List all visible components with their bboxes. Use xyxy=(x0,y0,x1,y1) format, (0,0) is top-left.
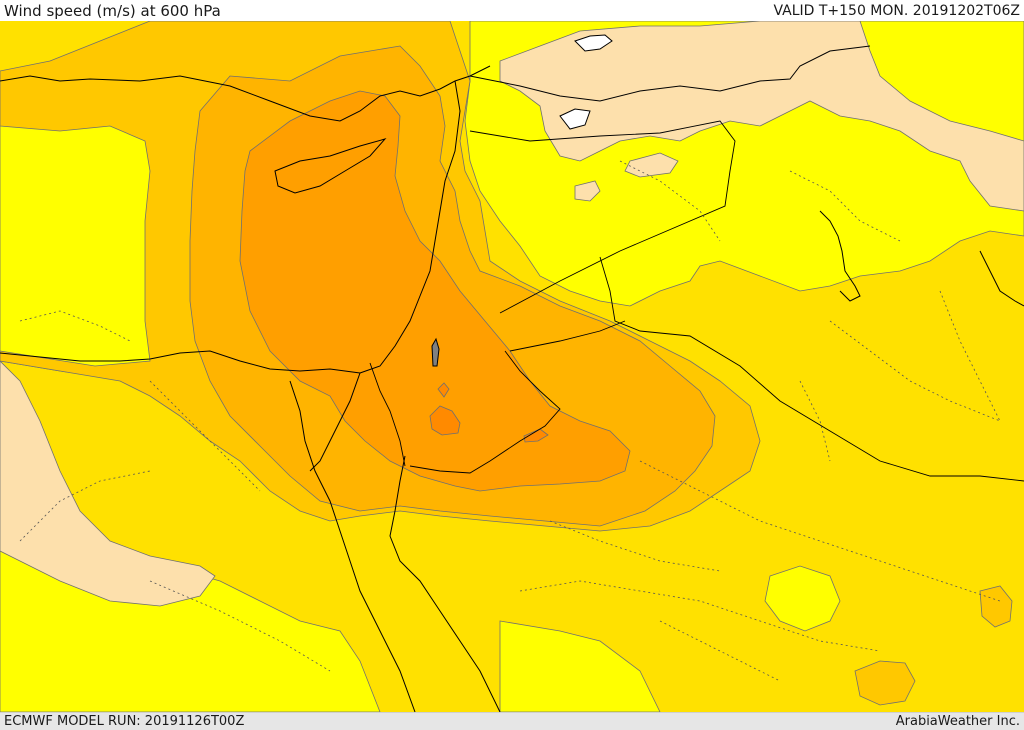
band-gold-southeast-1 xyxy=(854,660,916,706)
model-run-label: ECMWF MODEL RUN: 20191126T00Z xyxy=(4,714,245,729)
wind-speed-map[interactable] xyxy=(0,21,1024,712)
header-bar: Wind speed (m/s) at 600 hPa VALID T+150 … xyxy=(0,0,1024,22)
band-pale-northeast xyxy=(499,21,1024,212)
credit-label: ArabiaWeather Inc. xyxy=(895,714,1020,729)
band-deep-orange-peak xyxy=(429,405,461,436)
valid-time-label: VALID T+150 MON. 20191202T06Z xyxy=(773,3,1020,19)
band-deep-orange-dot xyxy=(437,382,450,398)
band-yellow-south-sudan xyxy=(499,620,661,712)
band-pale-blob-1 xyxy=(624,152,679,178)
band-yellow-southeast xyxy=(764,565,841,632)
band-pale-blob-2 xyxy=(574,180,601,202)
band-orange-core xyxy=(239,90,631,492)
footer-bar: ECMWF MODEL RUN: 20191126T00Z ArabiaWeat… xyxy=(0,712,1024,730)
coastlines xyxy=(0,34,1024,712)
map-canvas xyxy=(0,21,1024,712)
map-title: Wind speed (m/s) at 600 hPa xyxy=(4,2,221,20)
band-pale-southwest xyxy=(0,360,216,607)
band-gold-southeast-2 xyxy=(979,585,1013,628)
internal-borders xyxy=(19,160,1001,682)
band-yellow-west xyxy=(0,120,171,377)
national-borders xyxy=(369,120,1024,482)
